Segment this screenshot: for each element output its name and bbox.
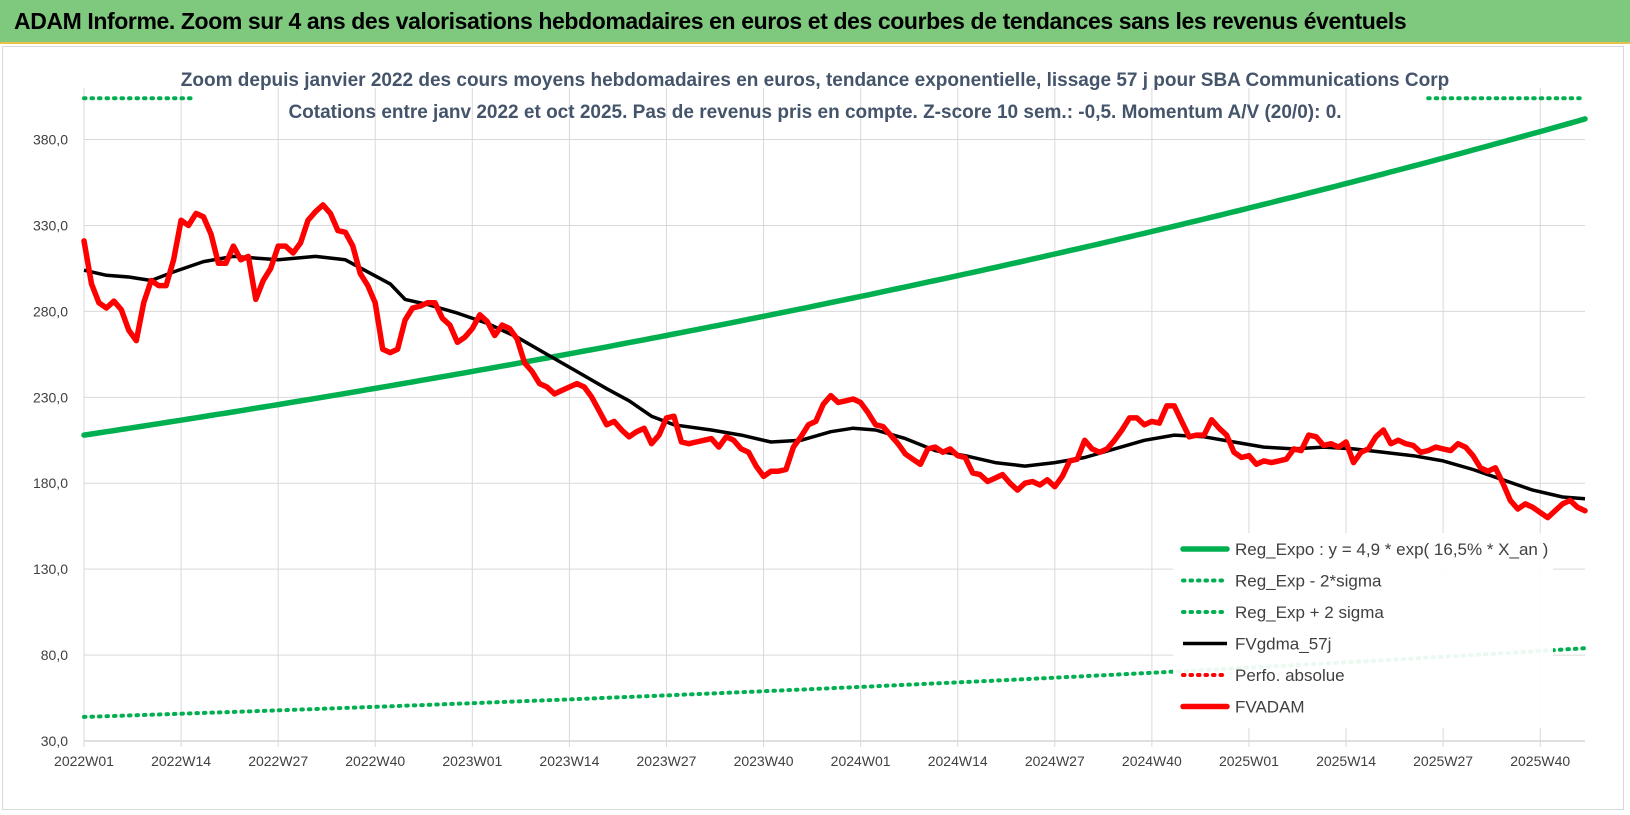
y-tick-label: 230,0 xyxy=(33,389,68,405)
chart-title: Zoom depuis janvier 2022 des cours moyen… xyxy=(181,70,1449,91)
legend-label-fvgdma-57j: FVgdma_57j xyxy=(1235,635,1331,654)
x-tick-label: 2025W01 xyxy=(1219,753,1279,769)
series-fvadam xyxy=(81,202,1588,521)
legend-label-fvadam: FVADAM xyxy=(1235,698,1305,717)
y-tick-label: 330,0 xyxy=(33,217,68,233)
x-tick-label: 2022W01 xyxy=(54,753,114,769)
y-tick-label: 280,0 xyxy=(33,303,68,319)
legend-background xyxy=(1173,533,1553,728)
series-fvgdma-57j xyxy=(83,254,1586,501)
chart-subtitle: Cotations entre janv 2022 et oct 2025. P… xyxy=(288,102,1341,123)
x-tick-label: 2023W27 xyxy=(637,753,697,769)
x-tick-label: 2022W27 xyxy=(248,753,308,769)
x-tick-label: 2024W01 xyxy=(831,753,891,769)
report-title: ADAM Informe. Zoom sur 4 ans des valoris… xyxy=(14,8,1407,34)
x-tick-label: 2025W14 xyxy=(1316,753,1376,769)
chart-frame xyxy=(2,46,1624,810)
x-tick-label: 2023W01 xyxy=(442,753,502,769)
series-reg-expo-y-4-9-exp-16-5-x-an xyxy=(81,116,1588,438)
x-tick-label: 2025W40 xyxy=(1510,753,1570,769)
report-banner: ADAM Informe. Zoom sur 4 ans des valoris… xyxy=(0,0,1630,44)
y-tick-label: 180,0 xyxy=(33,475,68,491)
x-tick-label: 2022W40 xyxy=(345,753,405,769)
y-tick-label: 380,0 xyxy=(33,132,68,148)
x-tick-label: 2024W27 xyxy=(1025,753,1085,769)
y-axis-ticks: 30,0 80,0 130,0 180,0 230,0 280,0 330,0 380,0 xyxy=(33,132,68,749)
legend-label-reg-exp-2-sigma: Reg_Exp - 2*sigma xyxy=(1235,572,1382,591)
x-tick-label: 2024W14 xyxy=(928,753,988,769)
y-tick-label: 80,0 xyxy=(41,647,68,663)
y-tick-label: 130,0 xyxy=(33,561,68,577)
x-tick-label: 2025W27 xyxy=(1413,753,1473,769)
legend-label-reg-exp-2-sigma: Reg_Exp + 2 sigma xyxy=(1235,603,1384,622)
x-axis-ticks: 2022W01 2022W14 2022W27 2022W40 2023W01 2023W… xyxy=(54,753,1570,769)
legend: Reg_Expo : y = 4,9 * exp( 16,5% * X_an )… xyxy=(1173,533,1553,728)
legend-label-reg-expo-y-4-9-exp-16-5-x-an: Reg_Expo : y = 4,9 * exp( 16,5% * X_an ) xyxy=(1235,540,1548,559)
legend-label-perfo-absolue: Perfo. absolue xyxy=(1235,666,1345,685)
x-tick-label: 2024W40 xyxy=(1122,753,1182,769)
y-tick-label: 30,0 xyxy=(41,733,68,749)
x-tick-label: 2022W14 xyxy=(151,753,211,769)
x-tick-label: 2023W14 xyxy=(539,753,599,769)
x-tick-label: 2023W40 xyxy=(734,753,794,769)
